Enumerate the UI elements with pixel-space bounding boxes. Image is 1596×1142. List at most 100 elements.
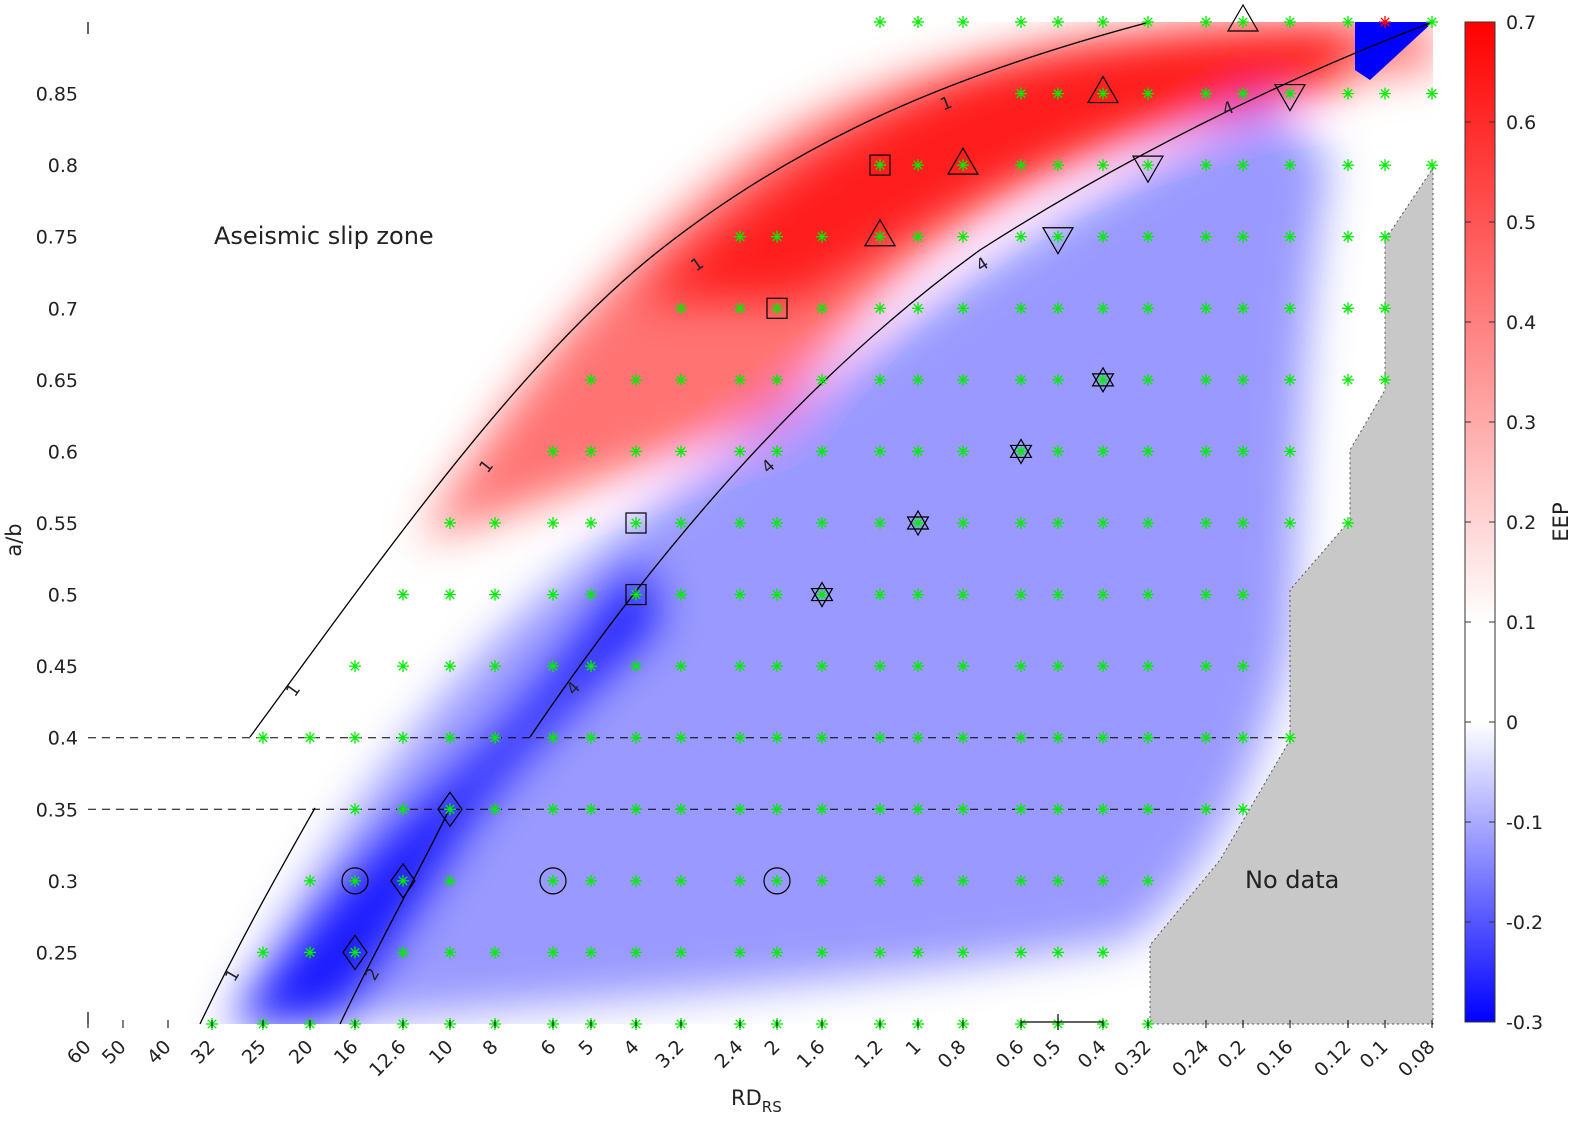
sample-point (1284, 517, 1296, 529)
sample-point (957, 517, 969, 529)
x-tick-label: 6 (536, 1036, 560, 1060)
x-tick-label: 60 (63, 1036, 96, 1069)
sample-point (444, 588, 456, 601)
contour-line-4 (529, 21, 1434, 738)
sample-point (1284, 87, 1296, 100)
x-axis-title: RDRS (731, 1086, 782, 1116)
sample-point (912, 445, 924, 458)
sample-point (397, 731, 409, 744)
sample-point (734, 230, 746, 243)
sample-point (1200, 517, 1212, 529)
sample-point (547, 803, 559, 816)
sample-point (1052, 517, 1064, 529)
sample-point (1052, 660, 1064, 673)
sample-point (1200, 731, 1212, 744)
sample-point (489, 803, 501, 816)
highlighted-markers (341, 3, 1307, 971)
y-tick-label: 0.6 (48, 441, 78, 463)
sample-point (585, 517, 597, 529)
sample-point (1052, 159, 1064, 172)
sample-point (1284, 302, 1296, 315)
sample-point (957, 588, 969, 601)
sample-point (912, 373, 924, 386)
sample-point (1052, 16, 1064, 28)
sample-point (1015, 87, 1027, 100)
nodata-region (1149, 166, 1434, 1025)
sample-point (1097, 731, 1109, 744)
sample-point (957, 16, 969, 28)
sample-point (1142, 803, 1154, 816)
sample-point (585, 588, 597, 601)
sample-point (1342, 16, 1354, 28)
triangle-up-marker (1226, 3, 1260, 32)
heat-negative-ridge (230, 560, 660, 1024)
hexagram-marker (810, 587, 834, 608)
sample-point (912, 660, 924, 673)
sample-point (1284, 159, 1296, 172)
sample-point (1097, 660, 1109, 673)
y-tick-label: 0.3 (48, 871, 78, 893)
sample-point (1097, 874, 1109, 887)
sample-point (1142, 87, 1154, 100)
y-tick-label: 0.65 (36, 370, 78, 392)
x-tick-label: 40 (143, 1036, 176, 1069)
sample-point (816, 373, 828, 386)
x-tick-label: 1.2 (851, 1036, 888, 1073)
sample-point (1200, 230, 1212, 243)
colorbar-tick-label: 0 (1506, 712, 1518, 734)
x-tick-label: 0.6 (992, 1036, 1029, 1073)
sample-point (874, 874, 886, 887)
x-tick-label: 0.8 (934, 1036, 971, 1073)
hexagram-marker (1009, 444, 1033, 465)
sample-point (675, 946, 687, 959)
hexagram-marker (1009, 438, 1033, 459)
sample-point (816, 874, 828, 887)
sample-point (1237, 373, 1249, 386)
sample-point (1015, 16, 1027, 28)
contour-line-1 (249, 21, 1151, 738)
sample-point (1426, 159, 1438, 172)
sample-point (397, 874, 409, 887)
sample-point (1097, 302, 1109, 315)
sample-point (397, 803, 409, 816)
sample-point (630, 803, 642, 816)
sample-point (1200, 588, 1212, 601)
x-tick-label: 0.24 (1168, 1036, 1213, 1081)
colorbar-tick-label: -0.3 (1506, 1012, 1543, 1034)
sample-point (957, 946, 969, 959)
sample-point (489, 588, 501, 601)
sample-point (1015, 874, 1027, 887)
sample-point (912, 588, 924, 601)
sample-point (585, 373, 597, 386)
sample-point (444, 874, 456, 887)
sample-point (1052, 373, 1064, 386)
x-tick-label: 0.16 (1252, 1036, 1297, 1081)
sample-point (1052, 731, 1064, 744)
triangle-up-marker (1086, 75, 1120, 104)
sample-point (874, 517, 886, 529)
sample-point (874, 230, 886, 243)
sample-point (1097, 588, 1109, 601)
colorbar-tick-label: 0.1 (1506, 612, 1536, 634)
sample-point (771, 588, 783, 601)
x-tick-label: 0.1 (1356, 1036, 1393, 1073)
sample-point (397, 588, 409, 601)
y-tick-label: 0.8 (48, 155, 78, 177)
sample-point (630, 731, 642, 744)
sample-point (675, 445, 687, 458)
sample-point (816, 517, 828, 529)
x-tick-label: 2.4 (711, 1036, 748, 1073)
sample-point (630, 874, 642, 887)
x-tick-label: 0.08 (1394, 1036, 1439, 1081)
square-marker (869, 154, 891, 176)
square-marker (766, 297, 788, 319)
sample-point (675, 517, 687, 529)
sample-point (1142, 445, 1154, 458)
sample-point (444, 660, 456, 673)
hexagram-marker (1091, 366, 1115, 387)
sample-point (675, 373, 687, 386)
y-tick-label: 0.85 (36, 84, 78, 106)
sample-point (630, 445, 642, 458)
sample-point (1342, 302, 1354, 315)
